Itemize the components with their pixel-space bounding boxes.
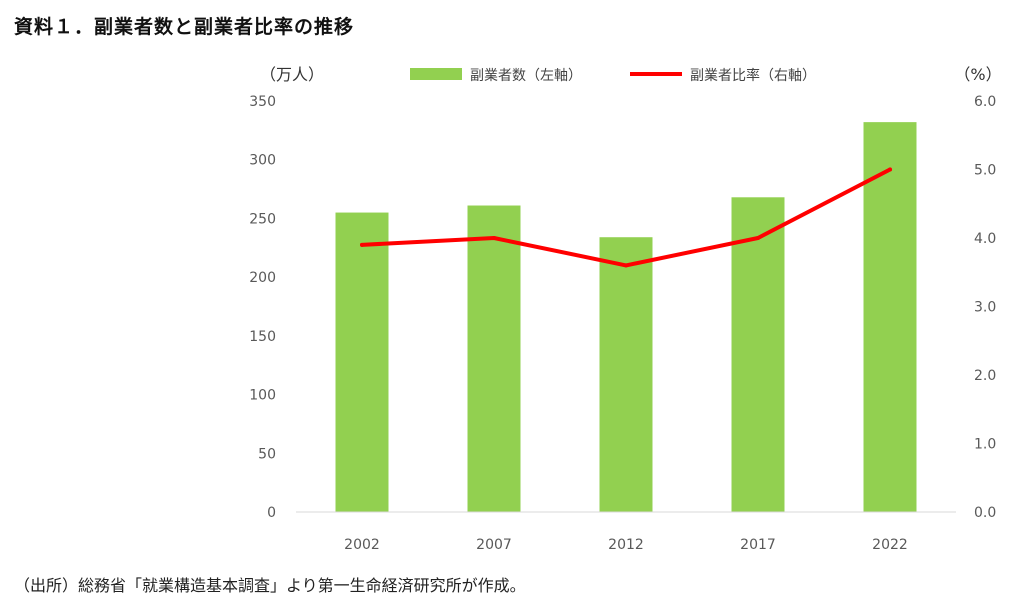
ratio-point-2012 — [624, 263, 628, 268]
x-tick-label: 2002 — [344, 537, 380, 553]
x-tick-label: 2022 — [872, 537, 908, 553]
source-note: （出所）総務省「就業構造基本調査」より第一生命経済研究所が作成。 — [14, 576, 526, 595]
right-tick-label: 1.0 — [974, 437, 996, 453]
chart: （万人） （%） 副業者数（左軸） 副業者比率（右軸） 0 50 100 150 200… — [249, 65, 1001, 553]
left-tick-label: 100 — [249, 388, 276, 404]
legend-bar-label: 副業者数（左軸） — [470, 68, 582, 84]
bar-2017 — [731, 197, 785, 512]
legend: 副業者数（左軸） 副業者比率（右軸） — [410, 67, 816, 84]
left-axis-ticks: 0 50 100 150 200 250 300 350 — [249, 94, 276, 521]
bar-2002 — [335, 212, 389, 513]
right-tick-label: 6.0 — [974, 94, 996, 110]
legend-bar-swatch — [410, 68, 462, 80]
x-tick-label: 2007 — [476, 537, 512, 553]
left-tick-label: 200 — [249, 270, 276, 286]
right-axis-unit: （%） — [954, 65, 1001, 84]
bar-2012 — [599, 237, 653, 512]
right-axis-ticks: 0.0 1.0 2.0 3.0 4.0 5.0 6.0 — [974, 94, 996, 521]
left-tick-label: 0 — [267, 505, 276, 521]
left-tick-label: 250 — [249, 211, 276, 227]
ratio-point-2007 — [492, 236, 496, 240]
left-tick-label: 300 — [249, 153, 276, 169]
left-tick-label: 350 — [249, 94, 276, 110]
bar-2007 — [467, 205, 521, 513]
left-tick-label: 50 — [258, 446, 276, 462]
ratio-point-2022 — [888, 167, 892, 172]
bars — [335, 122, 917, 513]
ratio-line-series — [360, 167, 892, 268]
right-tick-label: 2.0 — [974, 368, 996, 384]
bar-2022 — [863, 122, 917, 512]
legend-line-label: 副業者比率（右軸） — [690, 67, 816, 84]
right-tick-label: 5.0 — [974, 163, 996, 179]
right-tick-label: 3.0 — [974, 300, 996, 316]
x-tick-label: 2012 — [608, 537, 644, 553]
ratio-point-2017 — [756, 236, 760, 240]
left-axis-unit: （万人） — [260, 65, 324, 84]
ratio-point-2002 — [360, 242, 364, 247]
x-axis-ticks: 2002 2007 2012 2017 2022 — [344, 537, 908, 553]
left-tick-label: 150 — [249, 329, 276, 345]
right-tick-label: 4.0 — [974, 231, 996, 247]
page-title: 資料１．副業者数と副業者比率の推移 — [14, 16, 355, 38]
right-tick-label: 0.0 — [974, 505, 996, 521]
x-tick-label: 2017 — [740, 537, 776, 553]
